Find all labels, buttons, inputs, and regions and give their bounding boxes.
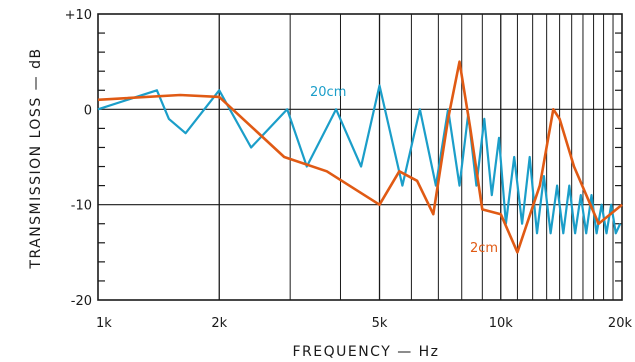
grid	[98, 14, 622, 300]
plot-frame	[97, 13, 623, 301]
series-label-2cm: 2cm	[470, 241, 498, 256]
series-line-2cm	[97, 60, 623, 254]
y-axis-title: TRANSMISSION LOSS — dB	[28, 47, 44, 269]
series-line-20cm	[97, 84, 622, 235]
x-tick-label: 10k	[489, 316, 514, 331]
x-tick-label: 5k	[372, 316, 388, 331]
x-tick-label: 2k	[211, 316, 227, 331]
x-axis-title: FREQUENCY — Hz	[292, 344, 439, 360]
series-lines	[97, 60, 623, 254]
x-tick-label: 1k	[96, 316, 112, 331]
y-tick-label: 0	[84, 103, 92, 118]
x-axis-tick-labels: 1k 2k 5k 10k 20k	[96, 316, 632, 331]
y-tick-label: -10	[71, 199, 92, 214]
y-tick-label: +10	[65, 8, 92, 23]
series-label-20cm: 20cm	[310, 85, 346, 100]
y-tick-label: -20	[71, 294, 92, 309]
x-tick-label: 20k	[608, 316, 633, 331]
series-annotations: 20cm 2cm	[310, 85, 498, 256]
y-axis-tick-labels: +10 0 -10 -20	[65, 8, 92, 309]
